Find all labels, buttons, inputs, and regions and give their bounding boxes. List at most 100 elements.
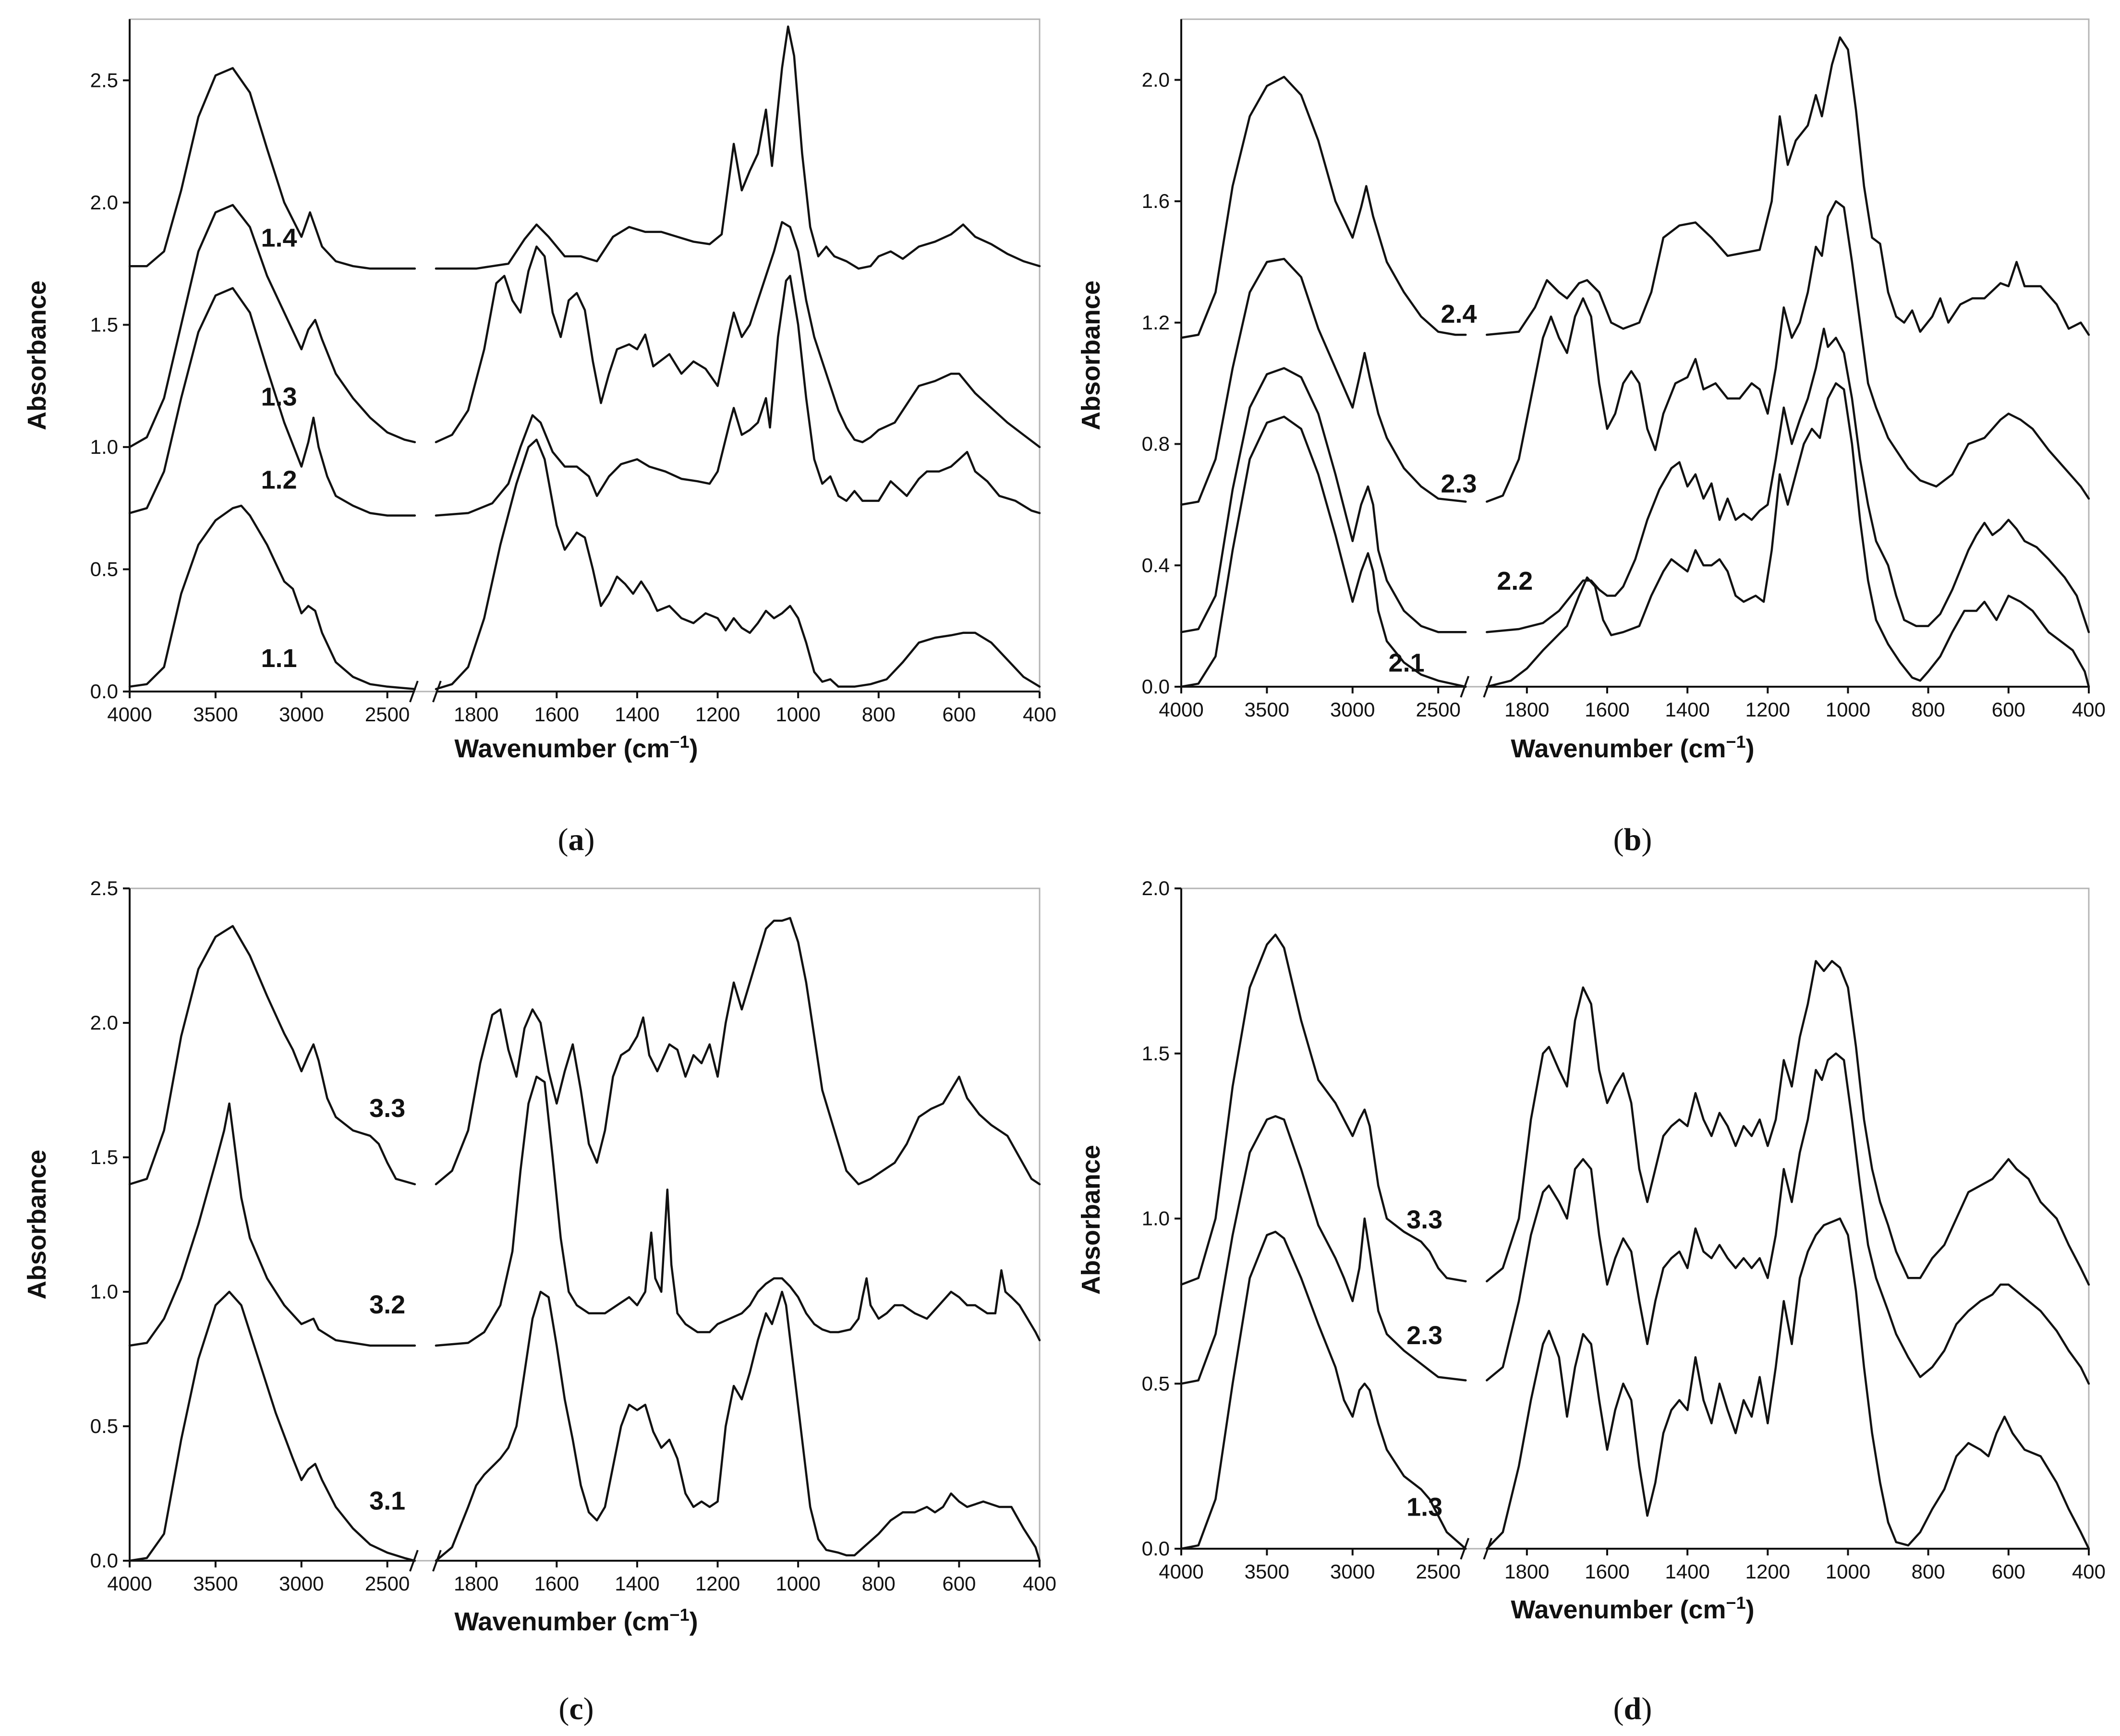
x-tick-label: 1600 — [1585, 698, 1629, 721]
x-axis-label-close: ) — [1746, 734, 1755, 763]
caption-letter: a — [569, 822, 584, 857]
x-axis-label-sup: −1 — [1726, 732, 1746, 752]
y-tick-label: 2.0 — [90, 1011, 118, 1034]
y-tick-label: 1.5 — [1142, 1042, 1170, 1065]
spectrum-3.3-right — [1486, 960, 2090, 1286]
x-tick-label: 3000 — [279, 703, 324, 726]
panel-d: 0.0 0.5 1.0 1.5 2.0 4000 3500 3000 2500 1800 1600… — [1077, 877, 2106, 1726]
series-label-3.3: 3.3 — [1406, 1205, 1442, 1234]
y-tick-label: 0.0 — [1142, 1537, 1170, 1560]
y-tick-label: 0.5 — [1142, 1372, 1170, 1395]
series-label-3.1: 3.1 — [369, 1487, 405, 1516]
y-tick-label: 1.5 — [90, 313, 118, 336]
x-tick-label: 600 — [942, 1572, 976, 1595]
x-axis-label-sup: −1 — [670, 732, 690, 752]
series-labels: 3.3 2.3 1.3 — [1406, 1205, 1442, 1521]
series-label-3.3: 3.3 — [369, 1094, 405, 1123]
spectrum-3.3-right — [435, 917, 1041, 1186]
x-axis-label: Wavenumber (cm−1) — [454, 1605, 698, 1636]
x-axis-label-close: ) — [690, 734, 698, 763]
x-axis-label: Wavenumber (cm−1) — [1511, 732, 1754, 763]
spectrum-1.4-right — [435, 25, 1041, 270]
axis-break-mark — [432, 680, 442, 703]
spectrum-3.3-left — [1180, 934, 1467, 1286]
x-tick-label: 1600 — [1585, 1560, 1629, 1583]
x-tick-label: 2500 — [1416, 1560, 1460, 1583]
y-tick-label: 1.0 — [90, 436, 118, 458]
spectrum-1.3-right — [1486, 1217, 2090, 1550]
panel-caption: (c) — [558, 1691, 594, 1726]
spectrum-1.2-left — [128, 287, 416, 517]
y-tick-label: 1.2 — [1142, 311, 1170, 334]
x-tick-label: 800 — [862, 1572, 896, 1595]
x-tick-label: 3500 — [1245, 1560, 1289, 1583]
x-tick-label: 600 — [942, 703, 976, 726]
spectrum-1.1-right — [435, 438, 1041, 691]
spectrum-2.1-left — [1180, 415, 1467, 688]
x-tick-label: 800 — [1912, 1560, 1945, 1583]
x-axis-label-sup: −1 — [670, 1605, 690, 1625]
y-tick-label: 2.0 — [1142, 877, 1170, 899]
series-label-2.3: 2.3 — [1406, 1321, 1442, 1350]
spectrum-1.1-left — [128, 504, 416, 691]
x-tick-label: 4000 — [107, 1572, 152, 1595]
x-tick-label: 3500 — [1245, 698, 1289, 721]
caption-letter: c — [569, 1691, 583, 1726]
y-axis: 0.0 0.5 1.0 1.5 2.0 — [1142, 877, 1182, 1560]
x-tick-label: 1000 — [775, 1572, 820, 1595]
x-tick-label: 1000 — [775, 703, 820, 726]
panel-a: 0.0 0.5 1.0 1.5 2.0 2.5 4000 3500 3000 2500 1800 1… — [23, 18, 1056, 857]
x-tick-label: 3500 — [193, 1572, 238, 1595]
spectrum-2.3-right — [1486, 200, 2090, 503]
y-axis: 0.0 0.5 1.0 1.5 2.0 2.5 — [90, 19, 131, 703]
x-tick-label: 1400 — [615, 1572, 659, 1595]
x-tick-label: 1400 — [1665, 698, 1709, 721]
x-axis-label: Wavenumber (cm−1) — [454, 732, 698, 763]
y-tick-label: 2.5 — [90, 877, 118, 899]
y-axis: 0.0 0.5 1.0 1.5 2.0 2.5 — [90, 877, 131, 1572]
caption-open: ( — [558, 1691, 569, 1726]
x-axis-label-text: Wavenumber (cm — [1511, 1595, 1726, 1624]
spectrum-2.2-right — [1486, 328, 2090, 633]
spectrum-3.1-left — [128, 1290, 416, 1562]
y-tick-label: 0.0 — [90, 1549, 118, 1572]
caption-open: ( — [1613, 822, 1624, 857]
series-label-1.3: 1.3 — [261, 382, 297, 411]
spectrum-3.3-left — [128, 925, 416, 1186]
x-axis-label-close: ) — [1746, 1595, 1755, 1624]
x-axis-label-text: Wavenumber (cm — [1511, 734, 1726, 763]
x-axis: 4000 3500 3000 2500 1800 1600 1400 1200 1000 800 6… — [107, 1550, 1056, 1595]
series-label-2.4: 2.4 — [1441, 300, 1477, 328]
series-labels: 2.4 2.3 2.2 2.1 — [1389, 300, 1533, 678]
x-tick-label: 1200 — [695, 703, 740, 726]
y-tick-label: 0.0 — [90, 680, 118, 703]
series-label-2.1: 2.1 — [1389, 648, 1425, 677]
x-tick-label: 1000 — [1826, 1560, 1870, 1583]
caption-letter: d — [1624, 1691, 1642, 1726]
spectra-curves — [1180, 36, 2090, 688]
spectra-curves — [128, 25, 1041, 691]
spectrum-2.3-right — [1486, 1052, 2090, 1385]
series-label-2.2: 2.2 — [1497, 567, 1533, 595]
x-axis-label-close: ) — [690, 1607, 698, 1636]
spectrum-1.3-left — [128, 204, 416, 449]
x-tick-label: 3000 — [1330, 1560, 1375, 1583]
axis-break-mark — [409, 680, 419, 703]
x-tick-label: 1400 — [1665, 1560, 1709, 1583]
x-tick-label: 1800 — [1504, 698, 1549, 721]
caption-close: ) — [1641, 822, 1652, 857]
x-axis: 4000 3500 3000 2500 1800 1600 1400 1200 1000 800 6… — [107, 680, 1056, 726]
y-axis-label: Absorbance — [1077, 1145, 1105, 1295]
x-tick-label: 400 — [2072, 1560, 2106, 1583]
panel-caption: (b) — [1613, 822, 1652, 857]
spectrum-2.1-right — [1486, 382, 2090, 688]
x-tick-label: 1200 — [695, 1572, 740, 1595]
x-tick-label: 600 — [1992, 698, 2025, 721]
x-tick-label: 2500 — [1416, 698, 1460, 721]
series-labels: 1.4 1.3 1.2 1.1 — [261, 223, 297, 673]
y-axis-label: Absorbance — [23, 1150, 51, 1299]
spectrum-1.3-right — [435, 221, 1041, 449]
x-tick-label: 800 — [862, 703, 896, 726]
panel-b: 0.0 0.4 0.8 1.2 1.6 2.0 4000 3500 3000 2500 1800 1… — [1077, 18, 2106, 857]
